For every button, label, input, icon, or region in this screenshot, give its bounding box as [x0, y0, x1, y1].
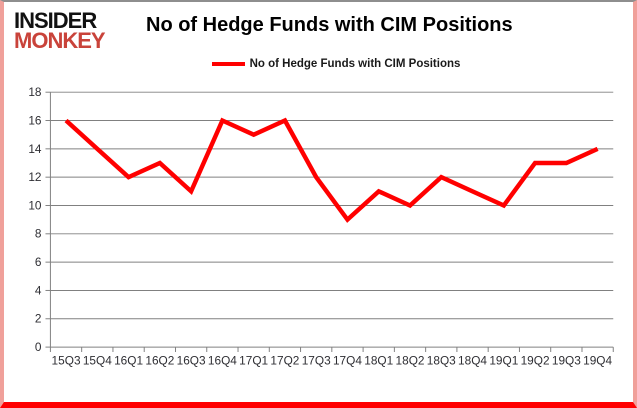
y-axis-label: 12 [28, 170, 41, 184]
insider-monkey-logo: INSIDER MONKEY [14, 8, 106, 54]
y-axis-label: 2 [35, 312, 42, 326]
x-axis-label: 15Q4 [83, 354, 112, 368]
x-axis-label: 19Q2 [521, 354, 550, 368]
logo-line-insider: INSIDER [14, 8, 97, 33]
x-axis-label: 16Q3 [177, 354, 206, 368]
legend: No of Hedge Funds with CIM Positions [51, 58, 621, 70]
tick-marks [45, 91, 614, 352]
x-axis-labels: 15Q3 15Q4 16Q1 16Q2 16Q3 16Q4 17Q1 17Q2 17Q3 17Q4… [52, 354, 613, 368]
logo-line-monkey: MONKEY [14, 28, 106, 54]
x-axis-label: 18Q3 [427, 354, 456, 368]
x-axis-label: 16Q2 [145, 354, 174, 368]
x-axis-label: 19Q1 [489, 354, 518, 368]
x-axis-label: 19Q3 [552, 354, 581, 368]
x-axis-label: 17Q1 [239, 354, 268, 368]
y-axis-label: 8 [35, 227, 42, 241]
y-axis-label: 6 [35, 255, 42, 269]
x-axis-label: 18Q2 [396, 354, 425, 368]
series-line [64, 117, 599, 223]
y-axis-label: 16 [28, 113, 42, 127]
x-axis-label: 19Q4 [583, 354, 612, 368]
y-axis-label: 14 [28, 142, 42, 156]
x-axis-label: 18Q1 [364, 354, 393, 368]
x-axis-label: 17Q3 [302, 354, 331, 368]
y-axis-label: 0 [35, 340, 42, 354]
x-axis-label: 17Q4 [333, 354, 362, 368]
y-axis-label: 10 [28, 198, 42, 212]
series-group [64, 117, 599, 223]
y-axis-label: 4 [35, 283, 42, 297]
chart-title: No of Hedge Funds with CIM Positions [146, 14, 513, 36]
legend-label: No of Hedge Funds with CIM Positions [249, 58, 461, 70]
y-axis-label: 18 [28, 85, 42, 99]
x-axis-label: 16Q1 [114, 354, 143, 368]
x-axis-label: 17Q2 [270, 354, 299, 368]
x-axis-label: 18Q4 [458, 354, 487, 368]
legend-line-swatch [211, 62, 245, 66]
gridlines [50, 91, 614, 320]
x-axis-label: 15Q3 [52, 354, 81, 368]
y-axis-labels: 0 2 4 6 8 10 12 14 16 18 [28, 85, 42, 354]
x-axis-label: 16Q4 [208, 354, 237, 368]
axes [49, 92, 614, 348]
